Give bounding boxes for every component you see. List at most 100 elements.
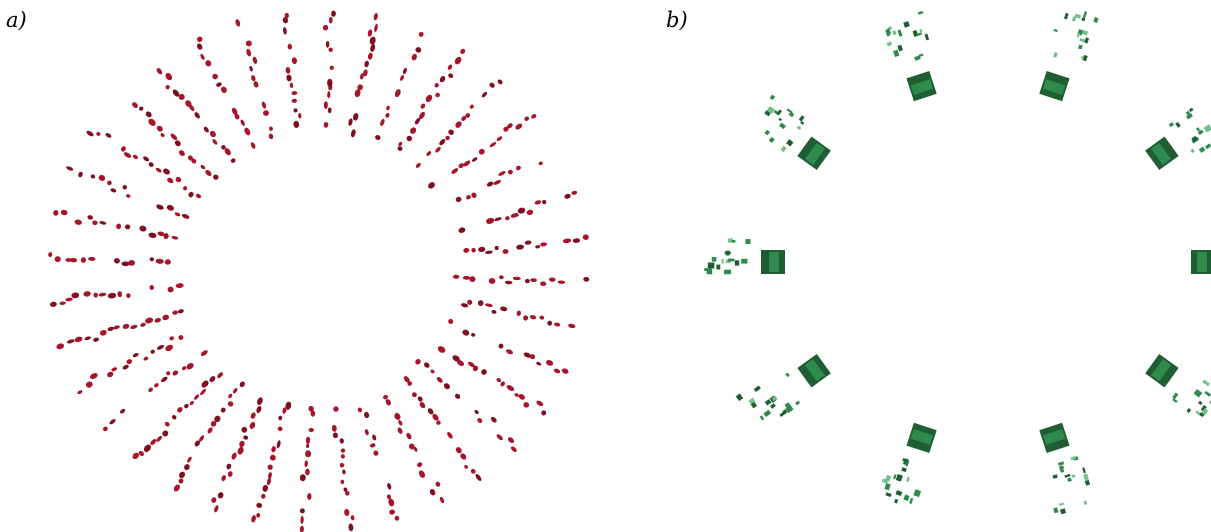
point-blob	[177, 407, 183, 413]
point-blob	[529, 354, 536, 360]
point-blob	[216, 82, 222, 87]
point-blob	[263, 110, 269, 116]
point-blob	[406, 432, 412, 440]
point-blob	[212, 139, 218, 145]
point-blob	[481, 369, 487, 375]
green-figure	[704, 238, 785, 275]
point-blob	[194, 112, 200, 119]
point-blob	[171, 414, 177, 420]
point-blob	[475, 474, 482, 481]
point-blob	[65, 297, 73, 302]
point-blob	[452, 355, 460, 362]
green-figure	[1145, 107, 1211, 171]
point-blob	[305, 436, 311, 445]
point-blob	[531, 113, 537, 119]
point-blob	[367, 52, 373, 60]
point-blob	[400, 74, 404, 81]
point-blob	[89, 373, 98, 380]
point-blob	[460, 303, 469, 308]
point-blob	[145, 111, 152, 118]
point-blob	[308, 427, 314, 433]
point-blob	[410, 127, 417, 134]
point-blob	[386, 494, 392, 500]
green-figure	[885, 10, 937, 102]
point-blob	[268, 133, 274, 140]
point-blob	[149, 257, 154, 262]
point-blob	[454, 56, 462, 65]
point-blob	[226, 463, 232, 470]
point-blob	[109, 419, 116, 425]
point-blob	[140, 322, 146, 327]
point-blob	[582, 234, 589, 241]
point-blob	[502, 249, 509, 254]
point-blob	[59, 301, 66, 305]
point-blob	[332, 432, 339, 439]
point-blob	[234, 113, 240, 120]
point-blob	[221, 475, 226, 482]
point-blob	[471, 192, 477, 199]
point-blob	[217, 492, 224, 499]
point-blob	[266, 477, 272, 486]
point-blob	[323, 122, 329, 128]
point-blob	[546, 360, 554, 366]
point-blob	[286, 74, 292, 82]
point-blob	[165, 344, 174, 352]
point-blob	[165, 85, 170, 90]
point-blob	[549, 277, 556, 282]
point-blob	[494, 245, 499, 251]
point-blob	[107, 180, 112, 186]
point-blob	[439, 76, 446, 83]
point-blob	[244, 127, 251, 136]
point-blob	[201, 380, 209, 388]
point-blob	[132, 352, 139, 358]
point-blob	[56, 343, 65, 350]
point-blob	[178, 93, 185, 100]
point-blob	[145, 317, 154, 324]
point-blob	[398, 141, 403, 147]
point-blob	[478, 148, 485, 155]
point-blob	[166, 371, 171, 376]
point-blob	[124, 224, 131, 230]
point-blob	[99, 221, 107, 225]
point-blob	[211, 497, 217, 503]
point-blob	[250, 142, 256, 149]
point-blob	[197, 43, 203, 50]
point-blob	[66, 166, 74, 171]
point-blob	[439, 496, 445, 504]
point-blob	[240, 119, 245, 126]
point-blob	[510, 446, 517, 452]
point-blob	[547, 320, 553, 326]
point-blob	[178, 478, 184, 484]
point-blob	[523, 402, 530, 408]
point-blob	[327, 78, 333, 87]
point-blob	[435, 481, 441, 487]
point-blob	[181, 366, 187, 371]
point-blob	[419, 111, 425, 120]
point-blob	[110, 188, 117, 193]
point-blob	[213, 174, 219, 180]
point-blob	[512, 276, 521, 281]
point-blob	[111, 367, 117, 372]
point-blob	[98, 292, 107, 297]
point-blob	[157, 231, 165, 237]
point-blob	[84, 336, 91, 341]
point-blob	[74, 219, 82, 225]
point-blob	[500, 381, 505, 387]
point-blob	[167, 177, 174, 184]
point-blob	[489, 142, 497, 148]
point-blob	[227, 401, 234, 407]
point-blob	[382, 394, 389, 400]
point-blob	[374, 23, 378, 33]
point-blob	[402, 67, 407, 75]
point-blob	[177, 309, 184, 314]
point-blob	[164, 421, 170, 427]
point-blob	[256, 512, 261, 518]
point-blob	[139, 106, 144, 111]
point-blob	[561, 368, 569, 374]
point-blob	[436, 377, 443, 383]
point-blob	[471, 332, 476, 337]
point-blob	[77, 390, 83, 395]
point-blob	[340, 448, 346, 453]
point-blob	[99, 329, 107, 336]
point-blob	[107, 371, 114, 378]
